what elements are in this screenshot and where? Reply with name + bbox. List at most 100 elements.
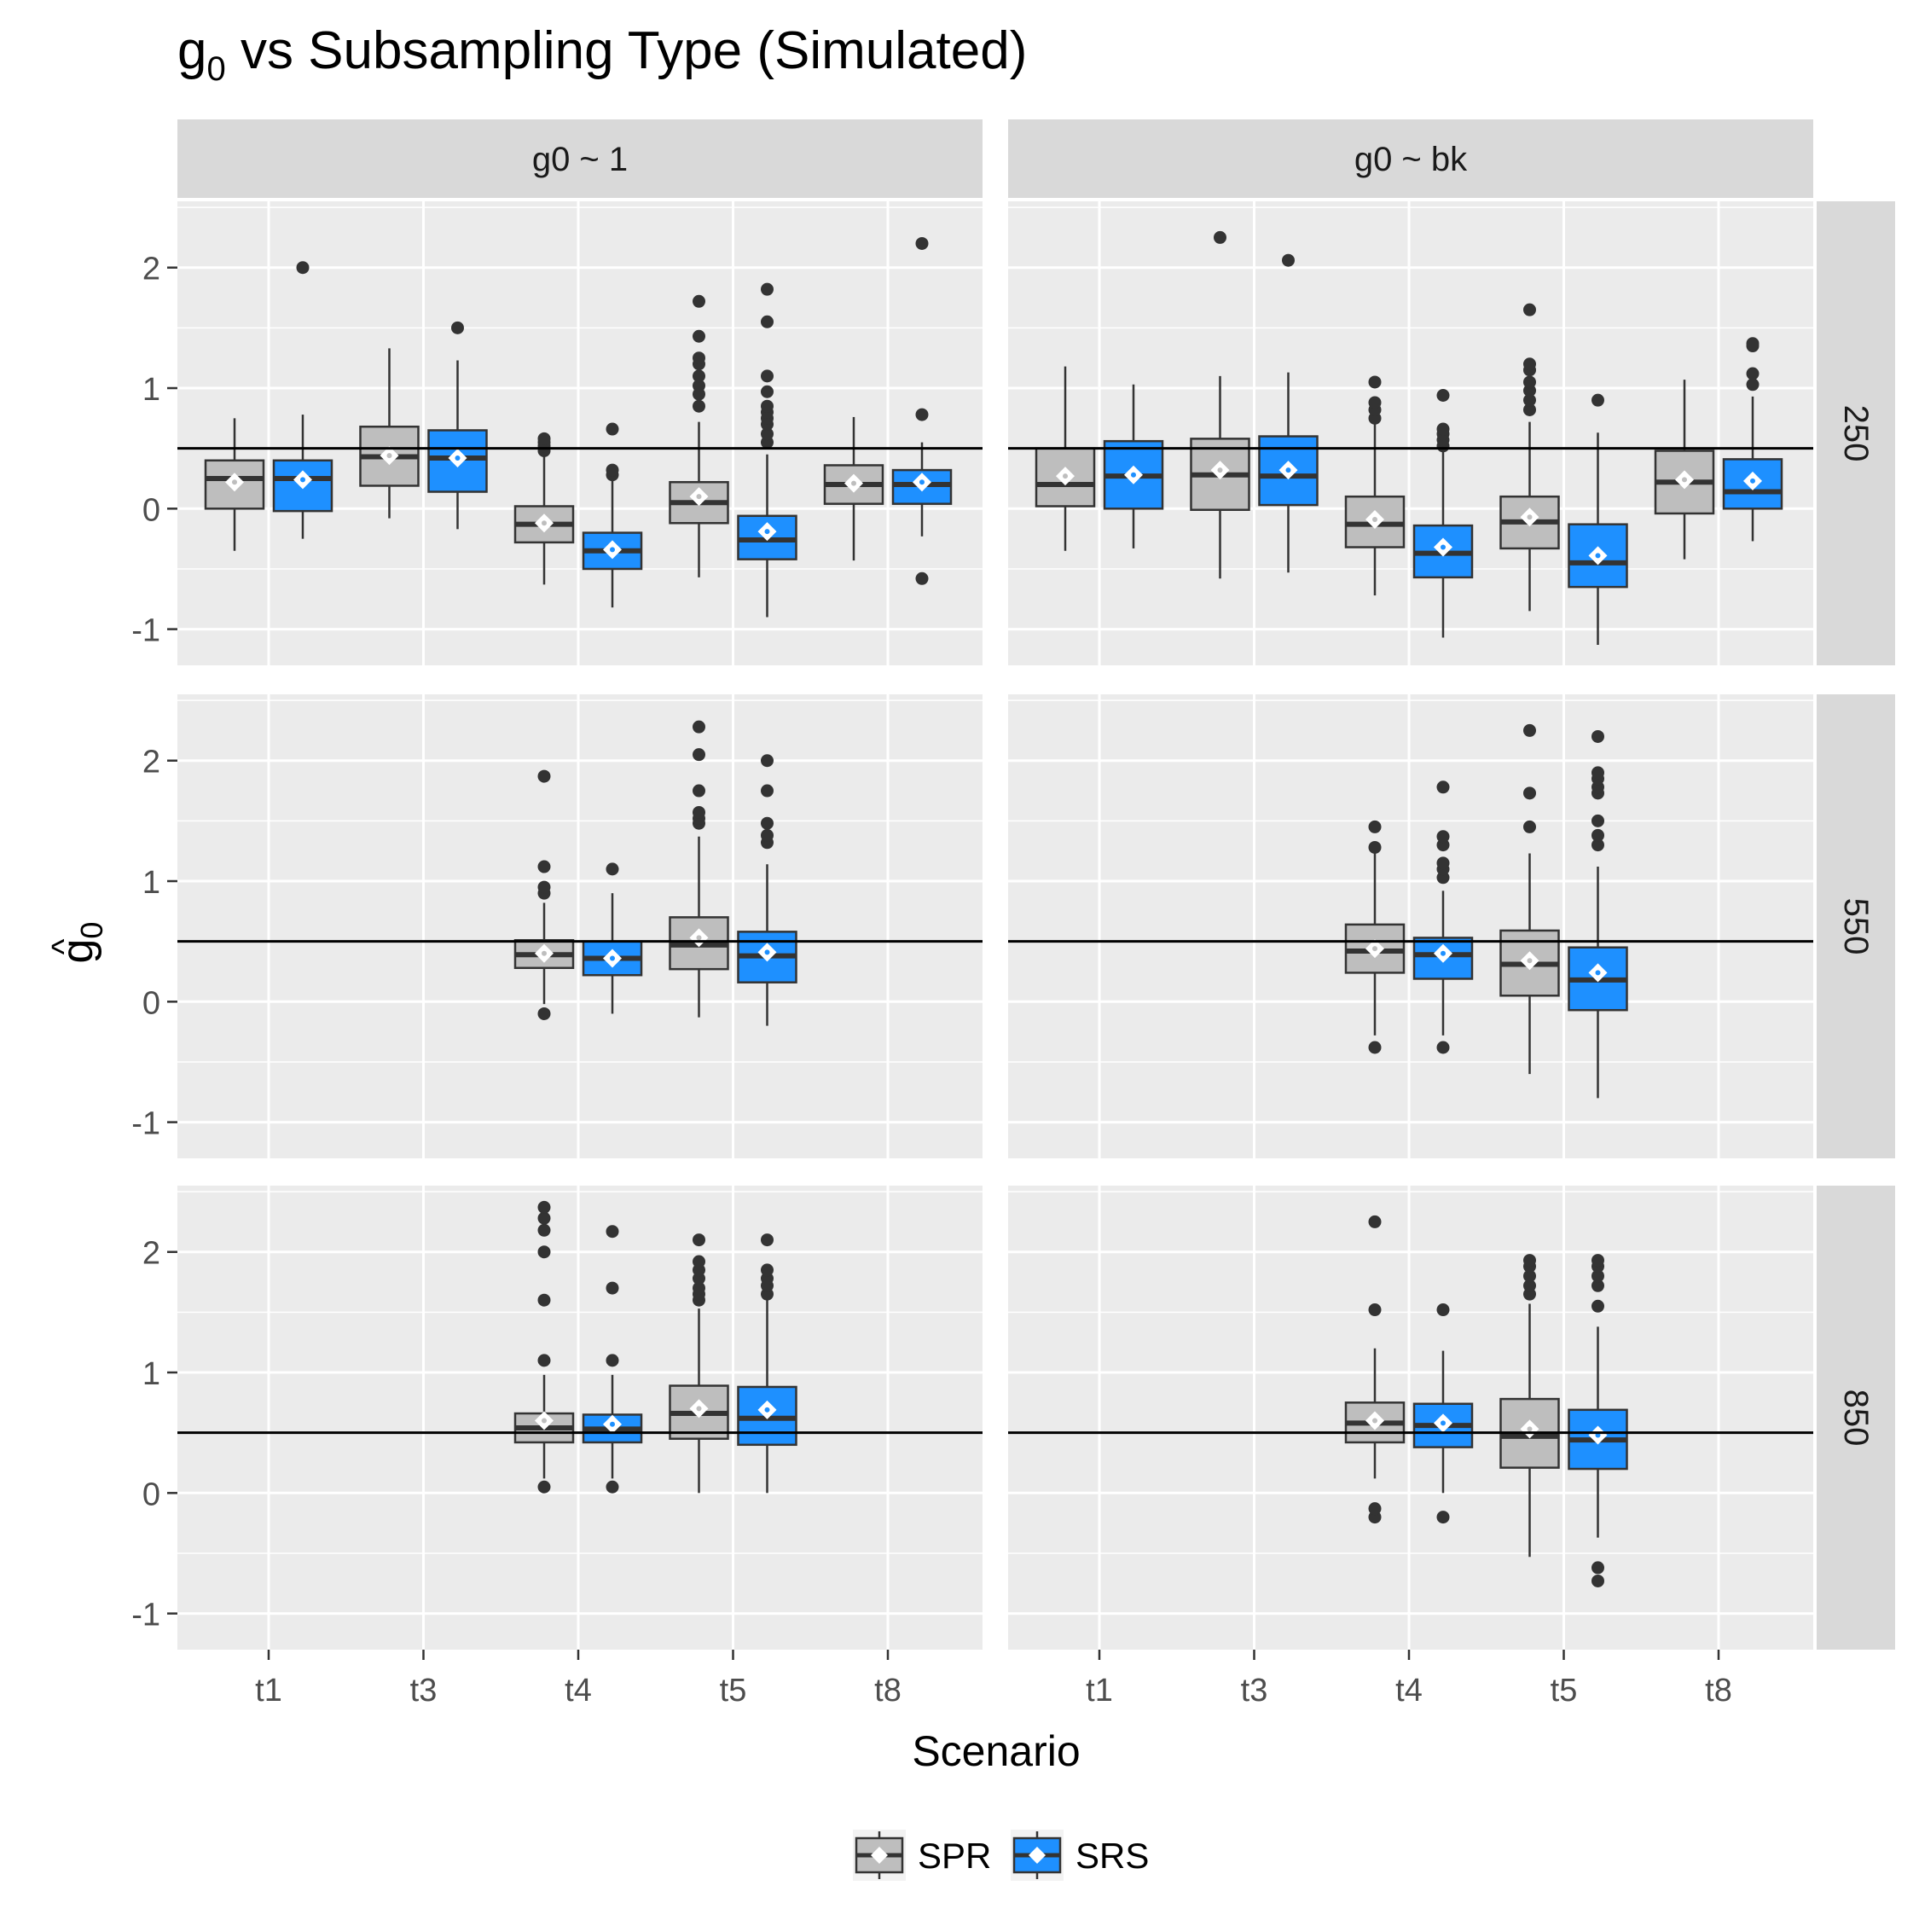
- legend-entry-spr: SPR: [853, 1830, 991, 1881]
- mean-marker-center: [455, 455, 461, 461]
- outlier-point: [537, 860, 551, 873]
- outlier-point: [537, 1200, 551, 1214]
- mean-marker-center: [386, 453, 392, 459]
- mean-marker-center: [1441, 950, 1446, 956]
- mean-marker-center: [1441, 1420, 1446, 1426]
- outlier-point: [1523, 403, 1536, 416]
- outlier-point: [1523, 303, 1536, 316]
- outlier-point: [1591, 1279, 1604, 1292]
- outlier-point: [537, 1245, 551, 1259]
- mean-marker-center: [1372, 946, 1377, 952]
- outlier-point: [761, 1233, 774, 1247]
- x-tick-label: t8: [1705, 1673, 1732, 1709]
- box-srs: [891, 236, 953, 585]
- box-spr: [1344, 820, 1406, 1054]
- outlier-point: [1436, 388, 1450, 402]
- box-srs: [1568, 393, 1628, 645]
- outlier-point: [1746, 337, 1760, 351]
- mean-marker-center: [542, 520, 547, 526]
- mean-marker-center: [610, 955, 615, 961]
- outlier-point: [1214, 230, 1226, 244]
- x-tick-label: t4: [1395, 1673, 1423, 1709]
- outlier-point: [1523, 820, 1536, 833]
- outlier-point: [537, 880, 551, 894]
- column-strip: g0 ~ bk: [1008, 119, 1813, 198]
- outlier-point: [296, 261, 310, 275]
- facet-panel: [1008, 694, 1813, 1158]
- box-spr: [1499, 303, 1560, 612]
- box-srs: [1568, 729, 1628, 1099]
- box-srs: [737, 1233, 797, 1494]
- box-spr: [359, 348, 420, 519]
- mean-marker-center: [696, 935, 702, 941]
- panel-background: [177, 1186, 983, 1650]
- outlier-point: [1523, 1254, 1536, 1268]
- x-tick-label: t5: [1551, 1673, 1578, 1709]
- outlier-point: [1591, 393, 1604, 407]
- x-tick-label: t5: [720, 1673, 747, 1709]
- outlier-point: [1368, 820, 1382, 833]
- y-tick-label: 2: [142, 252, 160, 287]
- y-axis-title-base: g: [53, 939, 102, 964]
- box-spr: [1344, 1215, 1406, 1524]
- legend-key-mean: [871, 1847, 888, 1864]
- outlier-point: [693, 369, 705, 383]
- box-spr: [823, 416, 884, 561]
- row-strip-bg: [1817, 1186, 1895, 1650]
- panel-background: [1008, 1186, 1813, 1650]
- mean-marker-center: [1063, 473, 1068, 479]
- row-strip: 250: [1817, 201, 1895, 665]
- y-tick-label: 1: [142, 1356, 160, 1392]
- column-strip: g0 ~ 1: [177, 119, 983, 198]
- outlier-point: [761, 828, 774, 842]
- outlier-point: [1523, 723, 1536, 737]
- outlier-point: [606, 463, 619, 477]
- x-axis-title: Scenario: [912, 1727, 1080, 1775]
- box-srs: [582, 862, 643, 1014]
- outlier-point: [693, 329, 705, 343]
- legend: SPR SRS: [853, 1830, 1149, 1881]
- outlier-point: [537, 1354, 551, 1367]
- panel-background: [177, 201, 983, 665]
- y-tick-label: 0: [142, 985, 160, 1021]
- box-spr: [1654, 380, 1715, 560]
- box-spr: [204, 418, 265, 551]
- x-tick-label: t1: [255, 1673, 282, 1709]
- panel-background: [1008, 694, 1813, 1158]
- outlier-point: [1591, 1299, 1604, 1313]
- outlier-point: [1368, 1041, 1382, 1054]
- outlier-point: [537, 769, 551, 783]
- mean-marker-center: [1285, 467, 1291, 473]
- outlier-point: [1368, 1502, 1382, 1516]
- box-srs: [1568, 1254, 1628, 1587]
- outlier-point: [1368, 1215, 1382, 1228]
- outlier-point: [1282, 253, 1295, 267]
- outlier-point: [537, 432, 551, 445]
- outlier-point: [1368, 375, 1382, 389]
- box-spr: [513, 1200, 575, 1494]
- outlier-point: [1436, 422, 1450, 436]
- outlier-point: [606, 862, 619, 876]
- outlier-point: [761, 427, 774, 441]
- outlier-point: [537, 1293, 551, 1307]
- x-tick-label: t4: [565, 1673, 592, 1709]
- row-strip: 850: [1817, 1186, 1895, 1650]
- outlier-point: [1591, 1269, 1604, 1283]
- outlier-point: [1591, 814, 1604, 827]
- outlier-point: [761, 385, 774, 398]
- outlier-point: [1368, 1303, 1382, 1317]
- outlier-point: [761, 282, 774, 296]
- facet-panel: [177, 201, 983, 665]
- outlier-point: [761, 399, 774, 413]
- column-strip-label: g0 ~ 1: [532, 141, 628, 178]
- mean-marker-center: [1131, 472, 1136, 478]
- mean-marker-center: [1527, 514, 1533, 520]
- box-spr: [1190, 230, 1250, 579]
- box-srs: [582, 422, 643, 608]
- row-strip-bg: [1817, 694, 1895, 1158]
- mean-marker-center: [696, 1406, 702, 1412]
- y-tick-label: -1: [131, 1598, 160, 1633]
- box-srs: [582, 1225, 643, 1494]
- box-srs: [1722, 337, 1783, 542]
